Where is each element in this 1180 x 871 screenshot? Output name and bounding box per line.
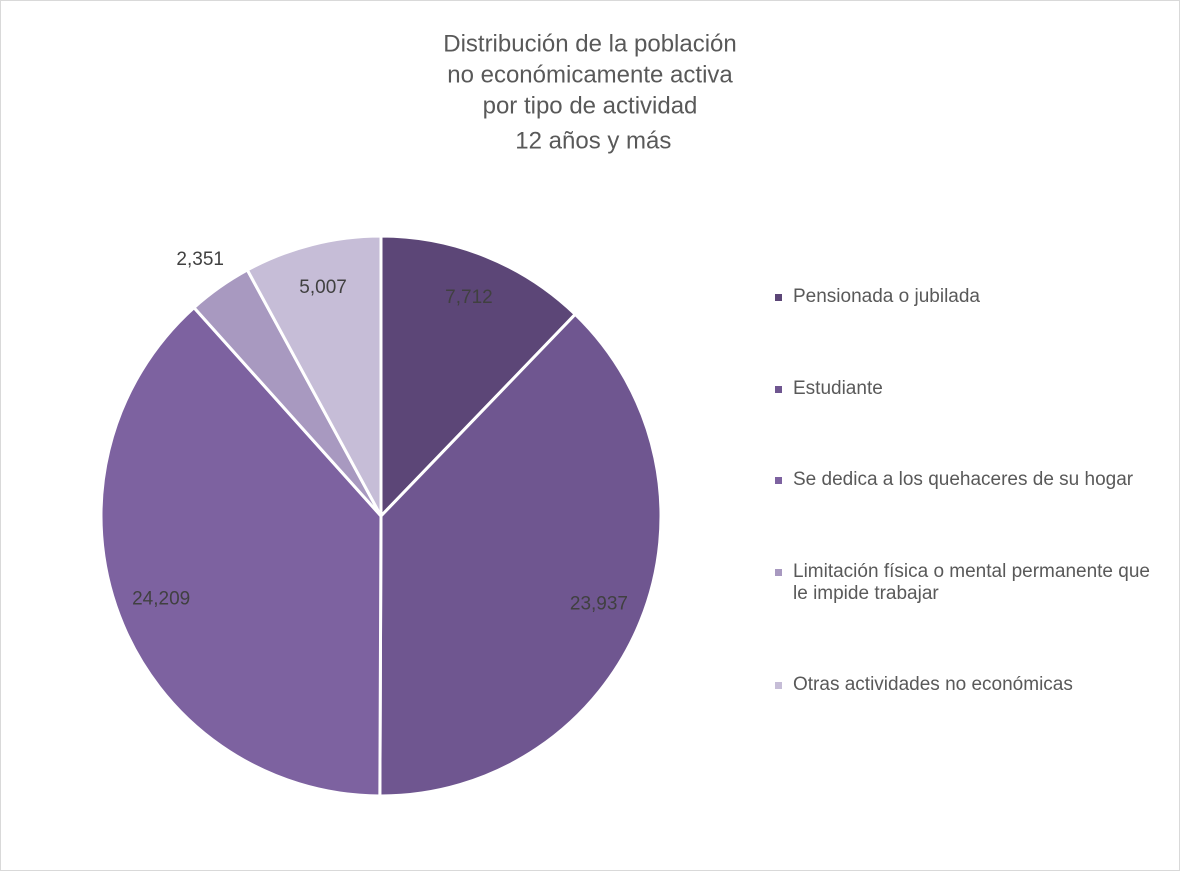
pie-slice — [245, 234, 383, 517]
legend-label: Otras actividades no económicas — [793, 674, 1073, 695]
legend-item: Pensionada o jubilada — [775, 286, 1160, 308]
legend-swatch — [775, 682, 782, 689]
legend-item: Estudiante — [775, 378, 1160, 400]
chart-title: por tipo de actividad — [483, 92, 698, 119]
legend-label: Limitación física o mental permanente qu… — [793, 560, 1150, 604]
data-label: 5,007 — [299, 277, 347, 298]
legend-swatch — [775, 294, 782, 301]
pie-slice — [99, 305, 383, 798]
pie-slice — [378, 312, 663, 798]
chart-title: Distribución de la población — [443, 30, 737, 57]
legend-label: Se dedica a los quehaceres de su hogar — [793, 469, 1134, 490]
legend-item: Limitación física o mental permanente qu… — [775, 561, 1160, 605]
legend-item: Se dedica a los quehaceres de su hogar — [775, 469, 1160, 491]
legend-label: Pensionada o jubilada — [793, 286, 980, 307]
legend-swatch — [775, 385, 782, 393]
data-label: 24,209 — [132, 589, 190, 610]
data-label: 7,712 — [445, 287, 493, 308]
pie-slice — [379, 234, 578, 520]
legend-label: Estudiante — [793, 377, 883, 399]
data-label: 23,937 — [570, 593, 628, 614]
chart-title: 12 años y más — [509, 127, 672, 154]
data-label: 2,351 — [176, 249, 224, 270]
legend-swatch — [775, 477, 782, 484]
chart-title: no económicamente activa — [447, 61, 733, 88]
legend: Pensionada o jubilada Estudiante Se dedica… — [775, 286, 1160, 696]
legend-item: Otras actividades no económicas — [775, 674, 1160, 696]
legend-swatch — [775, 568, 782, 576]
